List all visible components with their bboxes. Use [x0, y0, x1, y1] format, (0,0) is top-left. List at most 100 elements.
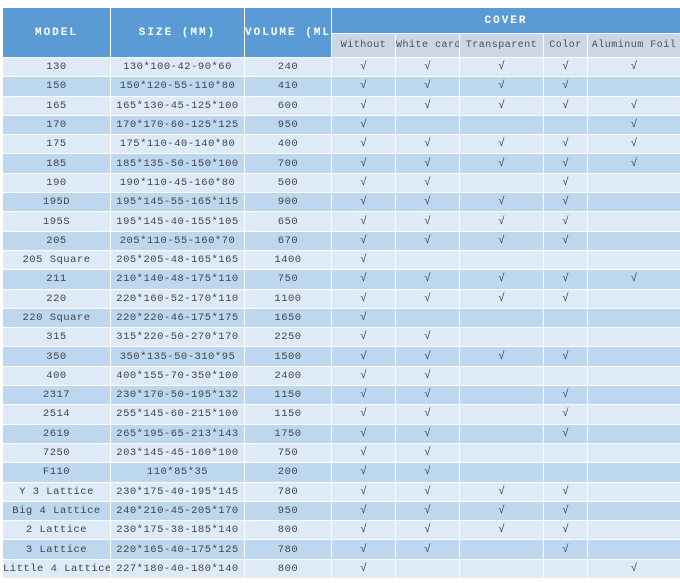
cell-volume: 2250 — [244, 327, 332, 348]
cover-cell-empty — [459, 249, 544, 271]
check-icon: √ — [459, 269, 544, 290]
table-row: 170 170*170-60-125*125 950 √ √ — [2, 114, 680, 136]
cell-size: 255*145-60-215*100 — [110, 404, 245, 425]
cover-cell-empty — [586, 520, 680, 541]
cell-model: 400 — [2, 365, 111, 387]
check-icon: √ — [395, 481, 460, 502]
check-icon: √ — [543, 172, 588, 194]
cell-volume: 900 — [244, 192, 332, 213]
table-row: 195S 195*145-40-155*105 650 √ √ √ √ — [2, 211, 680, 232]
table-row: F110 110*85*35 200 √ √ — [2, 462, 680, 483]
cell-volume: 200 — [244, 462, 332, 483]
cell-volume: 700 — [244, 153, 332, 174]
cell-size: 190*110-45-160*80 — [110, 172, 245, 194]
cover-cell-empty — [459, 385, 544, 406]
check-icon: √ — [459, 520, 544, 541]
cell-size: 110*85*35 — [110, 462, 245, 483]
check-icon: √ — [331, 346, 396, 367]
cell-size: 220*220-46-175*175 — [110, 307, 245, 329]
check-icon: √ — [331, 500, 396, 522]
check-icon: √ — [331, 365, 396, 387]
check-icon: √ — [395, 269, 460, 290]
product-spec-table: MODEL SIZE (MM) VOLUME (ML) COVER Withou… — [2, 7, 680, 580]
check-icon: √ — [543, 192, 588, 213]
cell-size: 195*145-55-165*115 — [110, 192, 245, 213]
check-icon: √ — [459, 134, 544, 155]
check-icon: √ — [459, 95, 544, 116]
cover-cell-empty — [586, 230, 680, 251]
check-icon: √ — [331, 558, 396, 580]
cover-cell-empty — [586, 192, 680, 213]
check-icon: √ — [395, 365, 460, 387]
check-icon: √ — [331, 404, 396, 425]
cover-cell-empty — [586, 172, 680, 194]
check-icon: √ — [395, 56, 460, 78]
cell-size: 220*160-52-170*110 — [110, 288, 245, 309]
check-icon: √ — [543, 56, 588, 78]
check-icon: √ — [543, 500, 588, 522]
check-icon: √ — [331, 462, 396, 483]
check-icon: √ — [459, 153, 544, 174]
cell-size: 230*175-40-195*145 — [110, 481, 245, 502]
cell-model: 175 — [2, 134, 111, 155]
cell-size: 350*135-50-310*95 — [110, 346, 245, 367]
cover-cell-empty — [586, 76, 680, 97]
subheader-without: Without — [331, 33, 396, 58]
cell-size: 227*180-40-180*140 — [110, 558, 245, 580]
check-icon: √ — [543, 211, 588, 232]
check-icon: √ — [459, 211, 544, 232]
check-icon: √ — [331, 442, 396, 464]
check-icon: √ — [331, 56, 396, 78]
cell-model: 185 — [2, 153, 111, 174]
cell-size: 203*145-45-160*100 — [110, 442, 245, 464]
check-icon: √ — [395, 172, 460, 194]
cell-volume: 950 — [244, 114, 332, 136]
check-icon: √ — [395, 423, 460, 444]
cell-volume: 1750 — [244, 423, 332, 444]
table-row: 185 185*135-50-150*100 700 √ √ √ √ √ — [2, 153, 680, 174]
check-icon: √ — [395, 442, 460, 464]
cover-cell-empty — [459, 539, 544, 560]
subheader-aluminum-foil: Aluminum Foil — [586, 33, 680, 58]
cover-cell-empty — [543, 365, 588, 387]
cell-size: 230*175-38-185*140 — [110, 520, 245, 541]
table-row: 190 190*110-45-160*80 500 √ √ √ — [2, 172, 680, 194]
check-icon: √ — [459, 56, 544, 78]
cover-cell-empty — [586, 365, 680, 387]
column-header-volume: VOLUME (ML) — [244, 7, 332, 58]
check-icon: √ — [331, 520, 396, 541]
cover-cell-empty — [586, 385, 680, 406]
cell-model: 195S — [2, 211, 111, 232]
check-icon: √ — [395, 192, 460, 213]
cell-size: 400*155-70-350*100 — [110, 365, 245, 387]
check-icon: √ — [331, 307, 396, 329]
check-icon: √ — [543, 76, 588, 97]
cell-model: 205 Square — [2, 249, 111, 271]
cell-model: 2 Lattice — [2, 520, 111, 541]
table-row: 3 Lattice 220*165-40-175*125 780 √ √ √ — [2, 539, 680, 560]
check-icon: √ — [395, 385, 460, 406]
cell-model: 195D — [2, 192, 111, 213]
cell-model: 165 — [2, 95, 111, 116]
cell-model: 2619 — [2, 423, 111, 444]
check-icon: √ — [459, 346, 544, 367]
check-icon: √ — [395, 520, 460, 541]
check-icon: √ — [543, 385, 588, 406]
check-icon: √ — [395, 462, 460, 483]
cell-model: 211 — [2, 269, 111, 290]
cell-volume: 800 — [244, 520, 332, 541]
check-icon: √ — [586, 56, 680, 78]
check-icon: √ — [395, 404, 460, 425]
cover-cell-empty — [459, 327, 544, 348]
cover-cell-empty — [543, 114, 588, 136]
cell-volume: 600 — [244, 95, 332, 116]
check-icon: √ — [331, 288, 396, 309]
cell-volume: 750 — [244, 269, 332, 290]
cell-volume: 750 — [244, 442, 332, 464]
cell-volume: 780 — [244, 539, 332, 560]
check-icon: √ — [543, 269, 588, 290]
cell-volume: 2400 — [244, 365, 332, 387]
check-icon: √ — [331, 95, 396, 116]
cover-cell-empty — [543, 307, 588, 329]
